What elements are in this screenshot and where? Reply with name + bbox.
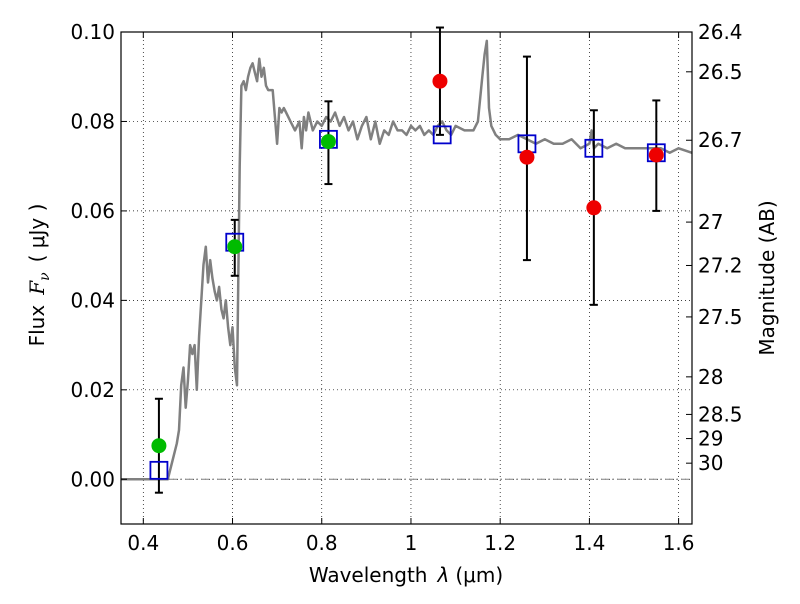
y-axis-label-unit: ( μJy )	[25, 204, 49, 263]
magnitude-tick-label: 29	[698, 427, 723, 451]
x-axis-ticks: 0.4 0.6 0.8 1 1.2 1.4 1.6	[127, 32, 695, 555]
magnitude-axis-label: Magnitude (AB)	[755, 200, 779, 355]
x-tick-label: 0.6	[217, 531, 249, 555]
magnitude-tick-label: 28	[698, 365, 723, 389]
magnitude-tick-label: 27	[698, 210, 723, 234]
observed-nir-point	[519, 149, 535, 165]
model-photometry-square	[432, 125, 452, 145]
magnitude-tick-label: 27.5	[698, 305, 743, 329]
x-axis-label: Wavelength λ (μm)	[309, 563, 503, 587]
x-tick-label: 1	[405, 531, 418, 555]
x-tick-label: 1.4	[573, 531, 605, 555]
error-bar-layer	[154, 26, 661, 494]
x-axis-label-symbol: λ	[437, 563, 450, 587]
x-tick-label: 1.6	[663, 531, 695, 555]
observed-nir-point	[586, 200, 602, 216]
y-axis-label: Flux Fν ( μJy )	[25, 204, 53, 347]
spectrum-layer	[121, 39, 693, 481]
y-axis-label-subscript: ν	[37, 272, 53, 281]
x-tick-label: 0.8	[306, 531, 338, 555]
observed-optical-point	[320, 134, 336, 150]
observed-optical-point	[151, 438, 167, 454]
y-axis-ticks: 0.00 0.02 0.04 0.06 0.08 0.10	[70, 20, 127, 491]
magnitude-tick-label: 30	[698, 451, 723, 475]
magnitude-tick-label: 26.7	[698, 128, 743, 152]
observed-points-layer	[151, 73, 664, 454]
magnitude-tick-label: 26.4	[698, 20, 743, 44]
y-tick-label: 0.08	[70, 109, 115, 133]
x-tick-label: 1.2	[484, 531, 516, 555]
model-photometry-square	[584, 138, 604, 158]
y-tick-label: 0.00	[70, 467, 115, 491]
y-axis-label-prefix: Flux	[25, 305, 49, 347]
observed-nir-point	[648, 147, 664, 163]
plot-frame	[120, 31, 693, 525]
magnitude-tick-label: 28.5	[698, 402, 743, 426]
y-tick-label: 0.04	[70, 288, 115, 312]
magnitude-tick-label: 27.2	[698, 253, 743, 277]
y-tick-label: 0.02	[70, 378, 115, 402]
y-axis-label-symbol: F	[25, 280, 49, 296]
model-spectrum-line	[121, 39, 693, 481]
observed-nir-point	[432, 73, 448, 89]
model-photometry-layer	[149, 125, 666, 480]
y-tick-label: 0.06	[70, 199, 115, 223]
x-axis-label-prefix: Wavelength	[309, 563, 428, 587]
model-photometry-square	[149, 460, 169, 480]
y-tick-label: 0.10	[70, 20, 115, 44]
x-axis-label-unit: (μm)	[455, 563, 503, 587]
magnitude-tick-label: 26.5	[698, 60, 743, 84]
observed-optical-point	[227, 239, 243, 255]
x-tick-label: 0.4	[127, 531, 159, 555]
